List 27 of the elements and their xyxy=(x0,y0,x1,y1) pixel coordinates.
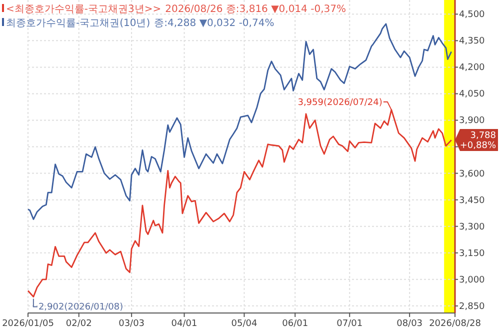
annotation: 3,959(2026/07/24) xyxy=(298,98,382,108)
y-tick-label: 3,900 xyxy=(459,116,486,126)
x-tick-label: 2026/08/28 xyxy=(429,319,482,329)
legend-label: <최종호가수익률-국고채권3년>> xyxy=(6,4,162,15)
annotation: 3,788 +0,88% xyxy=(460,131,496,152)
y-tick-label: 4,200 xyxy=(459,63,486,74)
x-tick-label: 2026/01/05 xyxy=(2,319,54,329)
y-tick-label: 4,500 xyxy=(459,10,486,20)
y-tick-label: 4,050 xyxy=(459,90,486,100)
y-tick-label: 3,300 xyxy=(459,222,486,232)
y-tick-label: 3,150 xyxy=(459,248,486,259)
annotation: 2026/08/26 종:3,816 ▼0,014 -0,37% xyxy=(165,4,346,15)
x-tick-label: 02/02 xyxy=(66,319,92,329)
x-tick-label: 07/01 xyxy=(336,319,363,329)
legend-label: 최종호가수익률-국고채권(10년) xyxy=(6,18,150,29)
y-tick-label: 4,350 xyxy=(459,36,486,47)
x-tick-label: 06/01 xyxy=(282,319,308,329)
x-tick-label: 04/01 xyxy=(171,319,198,329)
annotation: 2,902(2026/01/08) xyxy=(38,302,124,313)
annotation: 종:4,288 ▼0,032 -0,74% xyxy=(154,18,274,29)
y-tick-label: 3,000 xyxy=(459,275,486,286)
x-tick-label: 08/03 xyxy=(396,319,423,329)
y-tick-label: 2,850 xyxy=(459,302,486,312)
x-tick-label: 05/04 xyxy=(231,319,258,329)
x-tick-label: 03/03 xyxy=(118,319,145,329)
y-tick-label: 3,450 xyxy=(459,196,486,206)
y-tick-label: 3,600 xyxy=(459,169,486,180)
